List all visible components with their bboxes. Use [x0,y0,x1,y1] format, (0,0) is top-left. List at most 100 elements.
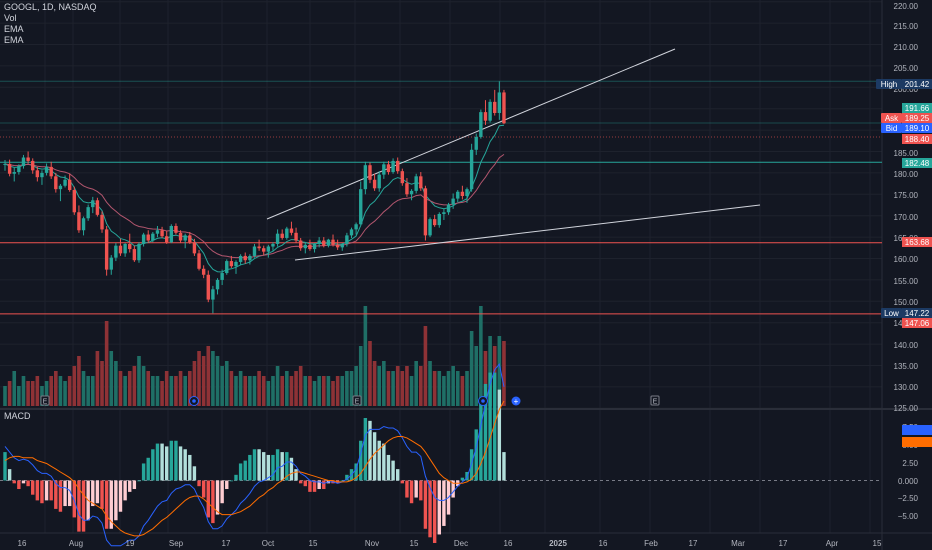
candle [49,161,53,179]
macd-histogram-bar [502,452,506,481]
candle-body [298,240,303,249]
volume-bar [354,366,358,406]
candle-body [409,190,414,195]
candle [437,212,441,228]
macd-histogram-bar [151,449,155,481]
candle [497,81,502,120]
macd-histogram-bar [497,389,502,481]
candle-body [17,166,21,173]
macd-histogram-bar [400,480,405,484]
volume-bar [266,381,271,406]
ema-indicator-label-2[interactable]: EMA [4,35,24,45]
candle-body [137,243,141,261]
candle [183,233,187,249]
candle-body [493,101,497,113]
macd-histogram-bar [3,452,7,481]
macd-indicator-label[interactable]: MACD [4,411,31,421]
time-axis-label: 17 [689,539,698,548]
macd-histogram-bar [386,454,391,481]
volume-bar [349,371,354,406]
candle [363,161,368,195]
price-tick-label: 150.00 [894,298,919,307]
candle-body [178,232,183,241]
candle [215,278,220,295]
macd-histogram-bar [345,474,349,481]
price-tag-text-bid: Bid [886,124,898,133]
macd-histogram-bar [243,460,247,481]
ema-indicator-label[interactable]: EMA [4,24,24,34]
candle-body [308,244,312,250]
candle [211,285,215,314]
symbol-label[interactable]: GOOGL, 1D, NASDAQ [4,2,97,12]
time-axis-label: 17 [779,539,788,548]
macd-histogram-bar [12,480,16,484]
candle [257,239,261,251]
volume-bar [72,366,77,406]
price-label-text-low: 147.22 [905,309,930,318]
volume-bar [183,376,187,406]
macd-histogram-bar [225,480,229,490]
candle-body [114,245,118,258]
volume-bar [382,361,386,406]
candle [275,229,280,247]
price-label-level-147 [902,318,932,328]
volume-indicator-label[interactable]: Vol [4,13,17,23]
macd-histogram-bar [460,477,465,481]
candle [225,259,229,275]
candle-body [141,234,146,244]
candle [248,254,252,265]
candle [400,168,405,186]
candle [40,170,44,185]
volume-bar [446,371,451,406]
time-axis-label: Dec [454,539,468,548]
candle [229,255,234,268]
candle [252,243,257,258]
candle-body [465,189,469,197]
candle-body [151,233,155,241]
candle-body [312,243,317,250]
candle-body [169,225,174,243]
candle-body [225,261,229,274]
candle-body [419,176,423,189]
macd-histogram-bar [479,403,483,481]
price-tick-label: 160.00 [894,255,919,264]
volume-bar [197,351,201,406]
candle [382,161,386,179]
time-axis-label: Nov [365,539,379,548]
volume-bar [497,336,502,406]
macd-histogram-bar [474,429,478,481]
volume-bar [58,376,63,406]
candle [386,160,391,175]
time-axis-label: Sep [169,539,184,548]
candle-body [460,191,465,197]
volume-bar [488,336,492,406]
macd-histogram-bar [372,432,377,481]
candle [141,232,146,247]
price-tick-label: 170.00 [894,213,919,222]
macd-histogram-bar [169,440,174,481]
candle-body [363,165,368,190]
macd-histogram-bar [31,480,35,495]
volume-bar [419,366,423,406]
candle [488,99,492,123]
macd-histogram-bar [26,480,30,487]
trendline-upper [266,48,676,220]
candle-body [104,229,109,270]
candle [331,234,335,247]
price-label-text-level-182: 182.48 [905,159,930,168]
macd-histogram-bar [54,480,58,509]
macd-histogram-bar [428,480,432,538]
macd-histogram-bar [396,469,400,481]
price-label-text-last-up: 191.66 [905,104,930,113]
volume-bar [234,376,238,406]
macd-histogram-bar [206,480,210,518]
earnings-marker-label: E [355,399,360,406]
volume-bar [321,376,326,406]
volume-bar [437,371,442,406]
volume-bar [49,376,53,406]
candle-body [211,289,215,300]
candle [151,231,155,243]
macd-histogram-bar [114,480,118,521]
macd-histogram-bar [298,480,303,484]
